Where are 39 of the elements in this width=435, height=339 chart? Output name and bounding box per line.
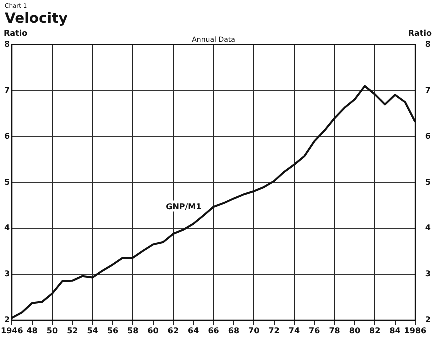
x-tick-label: 84 xyxy=(390,326,402,336)
y-tick-label: 6 xyxy=(4,132,11,141)
y-tick-label: 2 xyxy=(4,315,10,324)
x-tick-label: 64 xyxy=(188,326,200,336)
y-tick-label: 4 xyxy=(4,224,11,233)
y2-tick-label: 3 xyxy=(425,270,432,279)
x-tick-label: 74 xyxy=(288,326,300,336)
x-tick-label: 66 xyxy=(208,326,220,336)
x-tick-label: 52 xyxy=(67,326,78,336)
x-tick-label: 1986 xyxy=(404,326,427,336)
chart-title: Velocity xyxy=(5,11,68,27)
y-tick-label: 7 xyxy=(4,86,10,95)
x-tick-label: 54 xyxy=(87,326,99,336)
x-tick-label: 60 xyxy=(148,326,160,336)
y2-axis-title: Ratio xyxy=(408,29,432,38)
x-tick-label: 56 xyxy=(107,326,119,336)
x-tick-label: 72 xyxy=(268,326,280,336)
x-tick-label: 58 xyxy=(128,326,140,336)
y2-tick-label: 7 xyxy=(425,86,432,95)
x-tick-label: 48 xyxy=(26,326,38,336)
y-axis-title: Ratio xyxy=(4,29,28,38)
series-label: GNP/M1 xyxy=(166,202,202,212)
y2-tick-label: 8 xyxy=(425,40,432,50)
y2-tick-label: 5 xyxy=(425,178,432,187)
y-tick-label: 8 xyxy=(4,40,11,50)
x-tick-label: 50 xyxy=(46,326,58,336)
x-tick-label: 62 xyxy=(168,326,180,336)
y2-tick-label: 2 xyxy=(425,315,432,324)
x-tick-label: 68 xyxy=(228,326,240,336)
x-tick-label: 76 xyxy=(309,326,321,336)
y2-tick-label: 4 xyxy=(425,224,432,233)
y-tick-label: 5 xyxy=(4,178,11,187)
x-tick-label: 70 xyxy=(248,326,260,336)
x-tick-label: 80 xyxy=(349,326,361,336)
y2-tick-label: 6 xyxy=(425,132,432,141)
x-tick-label: 1946 xyxy=(1,326,24,336)
x-tick-label: 82 xyxy=(370,326,381,336)
x-tick-label: 78 xyxy=(329,326,341,336)
y-tick-label: 3 xyxy=(4,270,10,279)
